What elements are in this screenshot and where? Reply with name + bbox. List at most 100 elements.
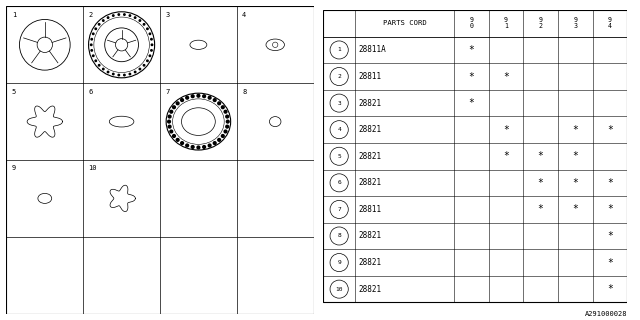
Circle shape	[151, 50, 152, 51]
Text: 2: 2	[88, 12, 93, 18]
Circle shape	[129, 15, 131, 16]
Circle shape	[191, 146, 194, 148]
Text: *: *	[538, 204, 543, 214]
Circle shape	[170, 130, 173, 133]
Text: *: *	[503, 72, 509, 82]
Circle shape	[147, 60, 148, 61]
Text: 28821: 28821	[359, 125, 382, 134]
Text: *: *	[607, 231, 613, 241]
Circle shape	[168, 120, 170, 123]
Circle shape	[93, 33, 94, 35]
Text: 5: 5	[12, 89, 16, 95]
Text: 1: 1	[12, 12, 16, 18]
Text: 8: 8	[242, 89, 246, 95]
Circle shape	[221, 106, 224, 108]
Circle shape	[118, 14, 120, 15]
Text: 9: 9	[337, 260, 341, 265]
Circle shape	[186, 96, 189, 99]
Text: *: *	[468, 98, 474, 108]
Text: 28821: 28821	[359, 231, 382, 241]
Text: *: *	[572, 151, 578, 161]
Circle shape	[173, 106, 175, 108]
Circle shape	[99, 24, 100, 25]
Circle shape	[227, 120, 229, 123]
Text: *: *	[503, 125, 509, 135]
Circle shape	[139, 68, 141, 70]
Circle shape	[95, 60, 97, 61]
Text: *: *	[538, 151, 543, 161]
Circle shape	[95, 28, 97, 29]
Circle shape	[91, 38, 92, 40]
Circle shape	[180, 99, 184, 101]
Text: 28811: 28811	[359, 205, 382, 214]
Circle shape	[168, 115, 171, 118]
Circle shape	[118, 74, 120, 76]
Text: PARTS CORD: PARTS CORD	[383, 20, 426, 26]
Text: *: *	[607, 284, 613, 294]
Text: 9
2: 9 2	[539, 17, 543, 29]
Circle shape	[218, 139, 221, 141]
Circle shape	[213, 142, 216, 145]
Circle shape	[173, 135, 175, 137]
Text: 9
3: 9 3	[573, 17, 577, 29]
Text: 9
0: 9 0	[469, 17, 473, 29]
Circle shape	[203, 146, 205, 148]
Text: *: *	[607, 178, 613, 188]
Circle shape	[180, 142, 184, 145]
Text: 28821: 28821	[359, 178, 382, 187]
Text: 28821: 28821	[359, 99, 382, 108]
Text: *: *	[468, 72, 474, 82]
Circle shape	[151, 38, 152, 40]
Text: 2: 2	[337, 74, 341, 79]
Text: *: *	[607, 258, 613, 268]
Circle shape	[91, 50, 92, 51]
Circle shape	[208, 96, 211, 99]
Circle shape	[203, 95, 205, 98]
Circle shape	[124, 14, 125, 15]
Circle shape	[151, 44, 153, 45]
Text: A291000028: A291000028	[585, 311, 627, 317]
Circle shape	[168, 125, 171, 128]
Circle shape	[149, 33, 150, 35]
Circle shape	[108, 71, 109, 73]
Circle shape	[149, 55, 150, 57]
Text: 3: 3	[337, 100, 341, 106]
Text: 10: 10	[335, 287, 343, 292]
Text: 9
4: 9 4	[608, 17, 612, 29]
Text: 7: 7	[165, 89, 170, 95]
Text: *: *	[607, 125, 613, 135]
Text: *: *	[572, 204, 578, 214]
Circle shape	[191, 95, 194, 98]
Circle shape	[147, 28, 148, 29]
Text: 6: 6	[337, 180, 341, 185]
Circle shape	[221, 135, 224, 137]
Text: *: *	[468, 45, 474, 55]
Circle shape	[186, 144, 189, 147]
Text: 9
1: 9 1	[504, 17, 508, 29]
Text: 7: 7	[337, 207, 341, 212]
Circle shape	[143, 24, 145, 25]
Text: *: *	[572, 125, 578, 135]
Circle shape	[224, 110, 227, 113]
Circle shape	[129, 73, 131, 75]
Circle shape	[176, 139, 179, 141]
Circle shape	[102, 20, 104, 21]
Circle shape	[224, 130, 227, 133]
Circle shape	[226, 115, 228, 118]
Text: *: *	[503, 151, 509, 161]
Text: 1: 1	[337, 47, 341, 52]
Circle shape	[113, 15, 114, 16]
Text: 28821: 28821	[359, 258, 382, 267]
Text: 28811A: 28811A	[359, 45, 387, 54]
Text: 4: 4	[242, 12, 246, 18]
Circle shape	[99, 65, 100, 66]
Circle shape	[197, 94, 200, 97]
Circle shape	[102, 68, 104, 70]
Text: *: *	[538, 178, 543, 188]
Circle shape	[197, 146, 200, 149]
Text: 3: 3	[165, 12, 170, 18]
Circle shape	[134, 17, 136, 18]
Circle shape	[208, 144, 211, 147]
Circle shape	[124, 74, 125, 76]
Circle shape	[90, 44, 92, 45]
